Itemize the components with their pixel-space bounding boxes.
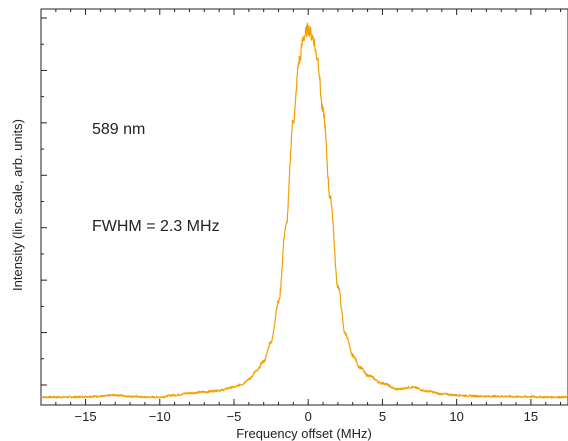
x-tick-label: −5 (227, 409, 242, 424)
y-axis-title: Intensity (lin. scale, arb. units) (10, 119, 25, 291)
x-tick-label: −15 (75, 409, 97, 424)
x-axis-tick-labels: −15 −10 −5 0 5 10 15 (75, 409, 539, 424)
annotation-wavelength: 589 nm (92, 121, 145, 138)
x-tick-label: 15 (524, 409, 538, 424)
x-axis-ticks (40, 9, 562, 405)
y-axis-ticks (41, 17, 47, 386)
x-tick-label: 10 (449, 409, 463, 424)
x-tick-label: 0 (305, 409, 312, 424)
x-axis-title: Frequency offset (MHz) (236, 426, 372, 441)
x-tick-label: 5 (379, 409, 386, 424)
intensity-series-line (40, 22, 568, 399)
annotation-fwhm: FWHM = 2.3 MHz (92, 218, 220, 235)
plot-frame (40, 8, 568, 406)
x-tick-label: −10 (149, 409, 171, 424)
